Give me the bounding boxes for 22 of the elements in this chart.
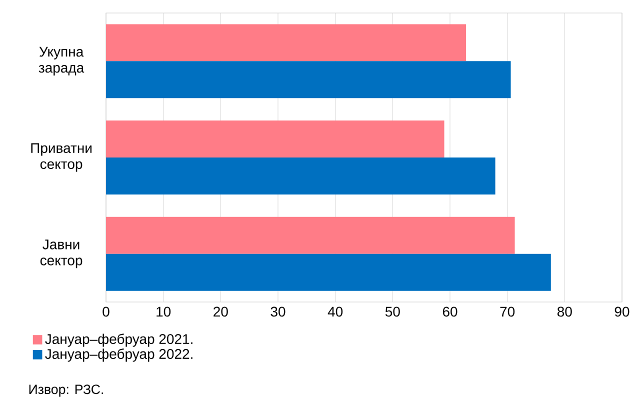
bar: [106, 254, 551, 291]
y-tick-label: Јавни сектор: [40, 240, 82, 268]
x-tick-label: 20: [214, 306, 228, 317]
x-tick-label: 80: [557, 306, 572, 317]
x-tick-label: 50: [385, 306, 400, 317]
bar: [106, 120, 444, 158]
x-tick-label: 40: [328, 306, 343, 317]
y-tick-label: Укупна зарада: [38, 46, 84, 76]
legend-label: Јануар–фебруар 2022.: [45, 348, 192, 362]
bar: [106, 216, 515, 254]
text: Извор: РЗС.: [29, 384, 103, 397]
bar: [106, 24, 466, 62]
legend-label: Јануар–фебруар 2021.: [45, 334, 192, 347]
x-tick-label: 70: [500, 306, 515, 317]
x-tick-label: 90: [614, 306, 630, 317]
x-tick-label: 30: [270, 306, 286, 317]
x-tick-label: 10: [156, 306, 171, 317]
x-tick-label: 60: [442, 306, 458, 317]
y-tick-label: Приватни сектор: [31, 143, 92, 172]
x-tick-label: 0: [102, 306, 110, 317]
bar: [106, 158, 496, 195]
bar: [106, 61, 511, 98]
